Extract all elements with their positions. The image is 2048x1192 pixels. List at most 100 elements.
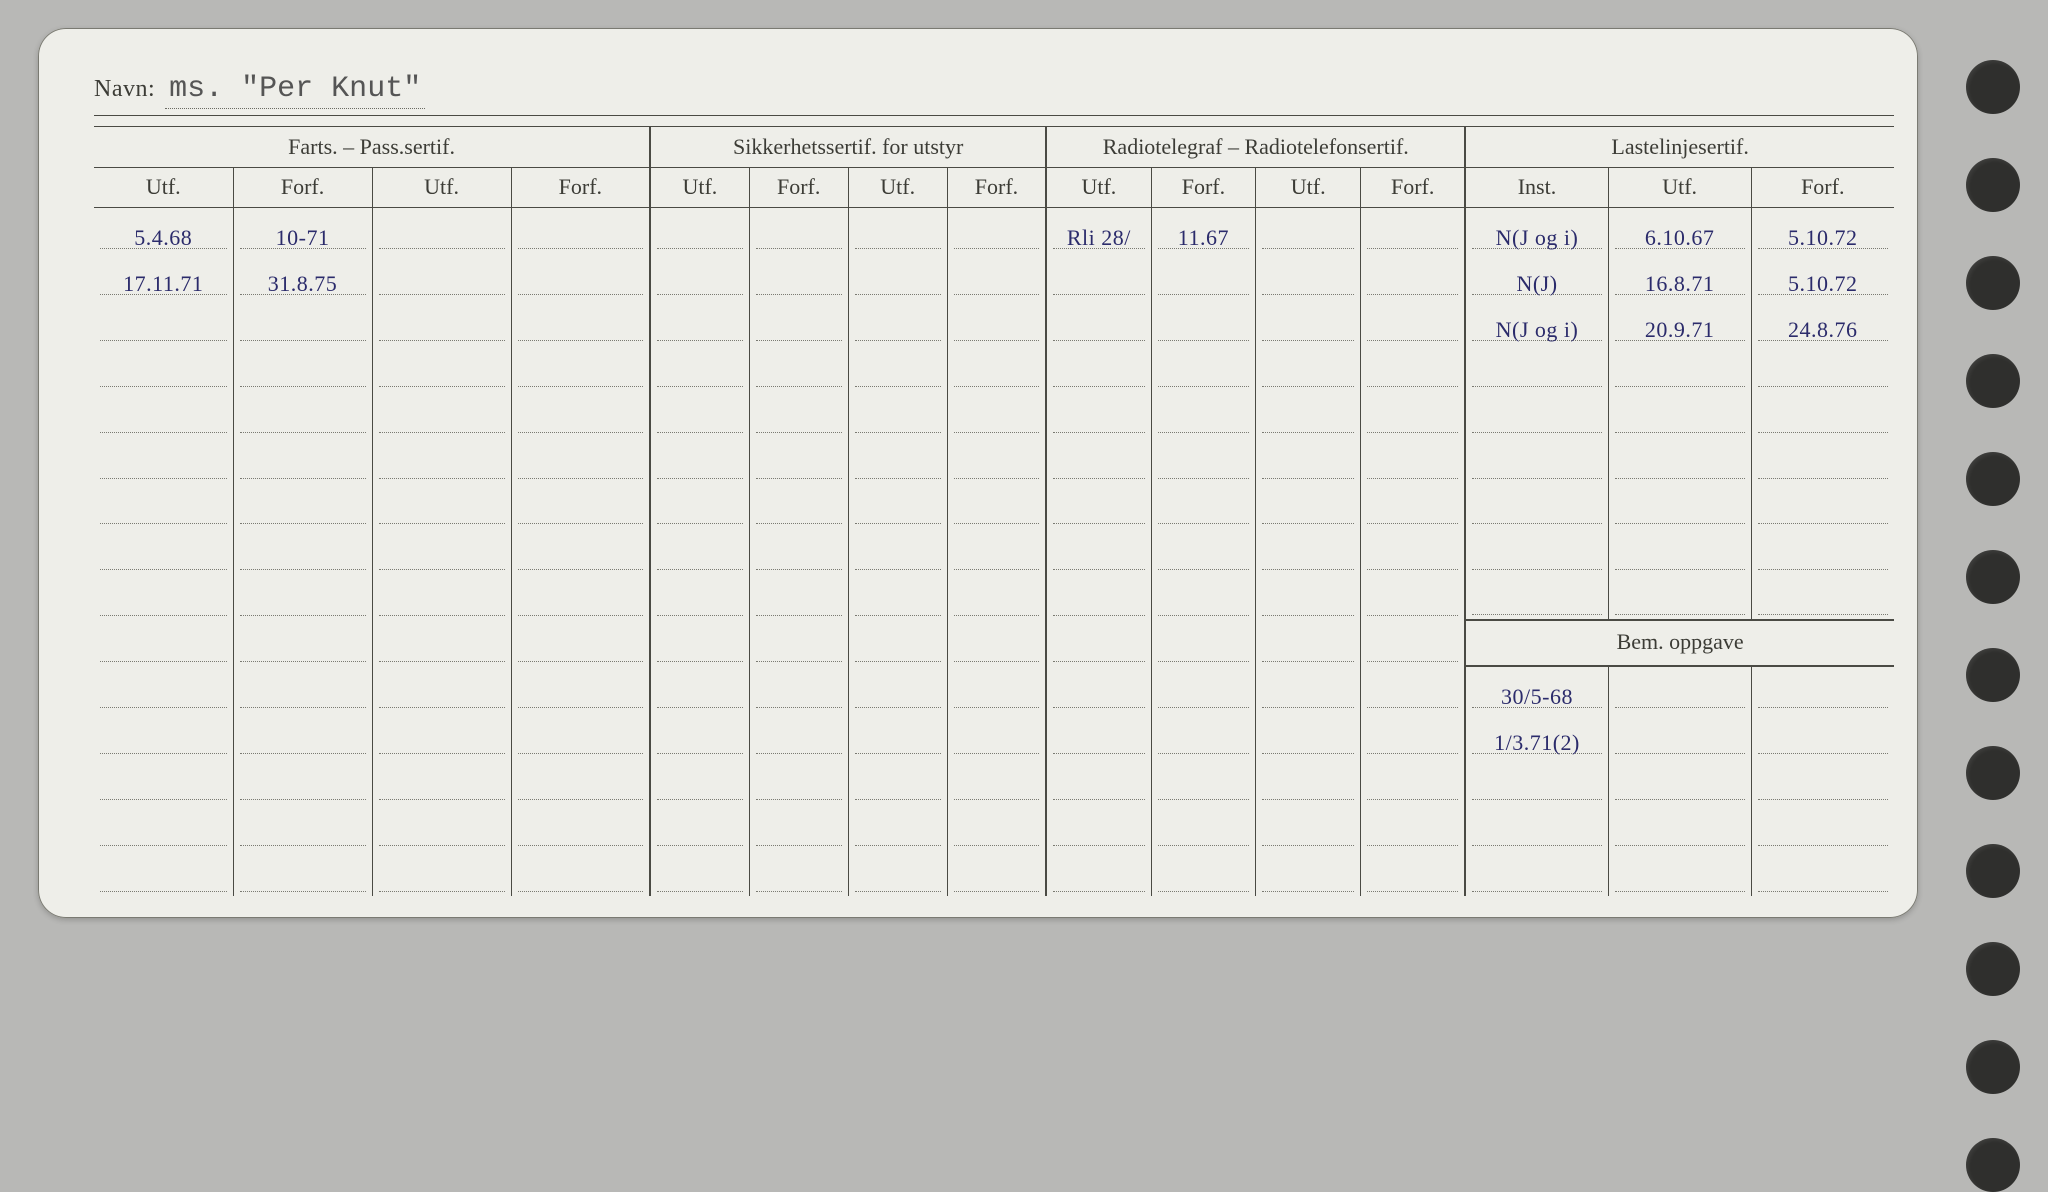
- table-cell: [1256, 391, 1361, 437]
- table-cell: [1608, 712, 1751, 758]
- table-cell: [94, 437, 233, 483]
- table-cell: [1361, 391, 1466, 437]
- table-cell: [749, 483, 848, 529]
- binder-hole: [1966, 746, 2020, 800]
- sub-header-row: Utf. Forf. Utf. Forf. Utf. Forf. Utf. Fo…: [94, 167, 1894, 207]
- table-cell: 10-71: [233, 207, 372, 253]
- bem-oppgave-header: Bem. oppgave: [1465, 620, 1894, 666]
- table-cell: [1361, 804, 1466, 850]
- table-cell: [848, 574, 947, 620]
- binder-hole: [1966, 844, 2020, 898]
- navn-row: Navn: ms. "Per Knut": [94, 72, 1894, 116]
- table-cell: [650, 574, 749, 620]
- sub-h: Utf.: [94, 167, 233, 207]
- table-row: [94, 574, 1894, 620]
- binder-hole: [1966, 1040, 2020, 1094]
- table-cell: [947, 712, 1046, 758]
- table-cell: [749, 345, 848, 391]
- sub-h: Forf.: [511, 167, 650, 207]
- table-cell: [947, 666, 1046, 712]
- table-cell: [947, 758, 1046, 804]
- table-cell: 30/5-68: [1465, 666, 1608, 712]
- table-row: 17.11.7131.8.75N(J)16.8.715.10.72: [94, 253, 1894, 299]
- table-cell: [947, 528, 1046, 574]
- table-cell: [94, 391, 233, 437]
- table-cell: [749, 712, 848, 758]
- table-cell: [94, 528, 233, 574]
- table-cell: [947, 207, 1046, 253]
- table-cell: [1151, 620, 1256, 666]
- table-cell: [511, 850, 650, 896]
- table-cell: [511, 437, 650, 483]
- table-cell: [1151, 253, 1256, 299]
- table-cell: [233, 758, 372, 804]
- table-cell: [1256, 253, 1361, 299]
- table-cell: [947, 804, 1046, 850]
- table-cell: [650, 207, 749, 253]
- table-cell: [1608, 758, 1751, 804]
- table-cell: [848, 712, 947, 758]
- sub-h: Forf.: [749, 167, 848, 207]
- table-cell: [848, 345, 947, 391]
- table-cell: [848, 850, 947, 896]
- table-cell: [1361, 620, 1466, 666]
- table-cell: [372, 804, 511, 850]
- table-cell: [1608, 437, 1751, 483]
- table-cell: [1151, 528, 1256, 574]
- sub-h: Forf.: [233, 167, 372, 207]
- certificate-grid: Farts. – Pass.sertif. Sikkerhetssertif. …: [94, 126, 1894, 896]
- table-cell: [233, 299, 372, 345]
- table-cell: [947, 299, 1046, 345]
- table-cell: [749, 620, 848, 666]
- table-cell: [848, 299, 947, 345]
- handwritten-value: 5.4.68: [134, 225, 192, 250]
- table-cell: [848, 207, 947, 253]
- table-cell: [94, 620, 233, 666]
- binder-hole: [1966, 942, 2020, 996]
- table-cell: [233, 712, 372, 758]
- table-cell: 5.10.72: [1751, 253, 1894, 299]
- table-cell: [749, 391, 848, 437]
- table-cell: [511, 345, 650, 391]
- table-cell: [749, 299, 848, 345]
- table-cell: [749, 758, 848, 804]
- table-cell: 5.10.72: [1751, 207, 1894, 253]
- table-cell: [1751, 391, 1894, 437]
- table-cell: [749, 528, 848, 574]
- navn-value: ms. "Per Knut": [165, 72, 425, 109]
- table-cell: [1361, 758, 1466, 804]
- table-cell: 11.67: [1151, 207, 1256, 253]
- handwritten-value: 10-71: [276, 225, 330, 250]
- handwritten-value: 30/5-68: [1501, 684, 1573, 709]
- group-radio: Radiotelegraf – Radiotelefonsertif.: [1046, 127, 1465, 167]
- table-cell: [1608, 804, 1751, 850]
- handwritten-value: 24.8.76: [1788, 317, 1858, 342]
- table-cell: [94, 574, 233, 620]
- table-cell: [372, 483, 511, 529]
- table-cell: [1361, 299, 1466, 345]
- handwritten-value: 31.8.75: [268, 271, 338, 296]
- table-cell: [1151, 850, 1256, 896]
- table-row: [94, 345, 1894, 391]
- table-cell: [1361, 253, 1466, 299]
- table-cell: [1751, 345, 1894, 391]
- sub-h: Forf.: [1151, 167, 1256, 207]
- table-cell: [1256, 299, 1361, 345]
- binder-hole: [1966, 60, 2020, 114]
- table-cell: [511, 804, 650, 850]
- table-cell: [233, 804, 372, 850]
- sub-h: Inst.: [1465, 167, 1608, 207]
- binder-hole: [1966, 550, 2020, 604]
- table-cell: [372, 207, 511, 253]
- table-cell: [947, 391, 1046, 437]
- table-row: [94, 391, 1894, 437]
- table-cell: [233, 666, 372, 712]
- table-cell: [749, 207, 848, 253]
- table-cell: [372, 299, 511, 345]
- table-cell: [848, 437, 947, 483]
- table-cell: N(J): [1465, 253, 1608, 299]
- table-cell: [372, 758, 511, 804]
- group-sikkerhet: Sikkerhetssertif. for utstyr: [650, 127, 1046, 167]
- table-cell: [94, 758, 233, 804]
- table-cell: [233, 345, 372, 391]
